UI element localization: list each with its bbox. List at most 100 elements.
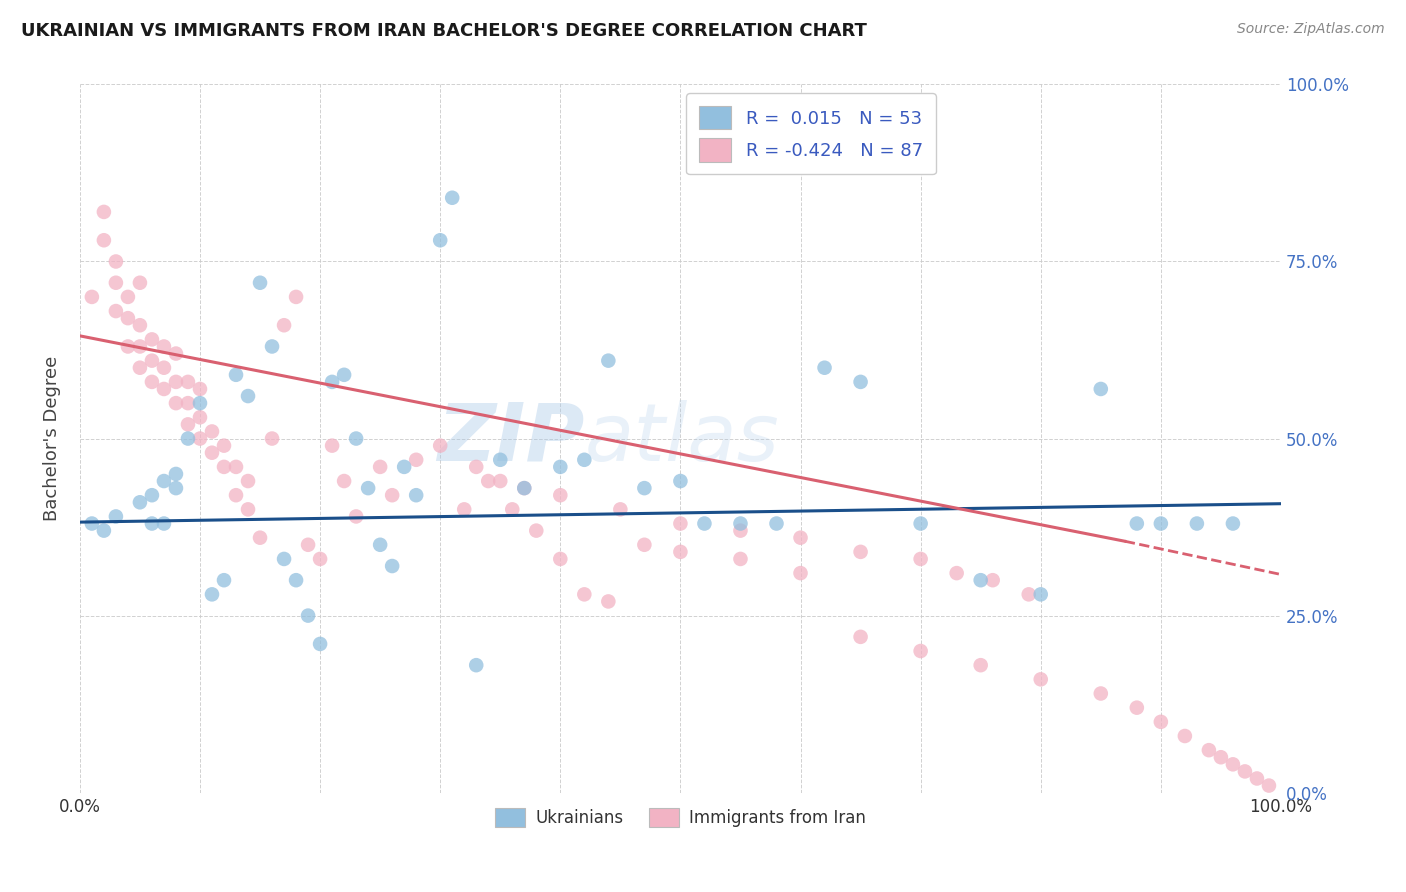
Point (309, 637, 332, 651)
Point (730, 552, 752, 566)
Point (153, 516, 176, 531)
Point (513, 481, 536, 495)
Point (381, 559, 404, 574)
Point (297, 608, 319, 623)
Point (212, 439, 235, 453)
Point (1198, 743, 1220, 757)
Point (1222, 757, 1244, 772)
Point (1209, 750, 1232, 764)
Point (333, 368, 356, 382)
Point (129, 318, 152, 333)
Point (177, 432, 200, 446)
Point (129, 495, 152, 509)
Point (141, 332, 163, 346)
Point (285, 573, 308, 587)
Point (465, 459, 488, 474)
Point (609, 502, 631, 516)
Point (405, 452, 427, 467)
Point (104, 276, 127, 290)
Point (188, 382, 211, 396)
Point (201, 587, 224, 601)
Point (1150, 714, 1173, 729)
Point (1174, 729, 1197, 743)
Point (813, 360, 835, 375)
Point (80, 290, 103, 304)
Point (129, 276, 152, 290)
Point (489, 474, 512, 488)
Point (165, 467, 187, 481)
Point (849, 630, 872, 644)
Point (260, 339, 283, 353)
Point (80, 516, 103, 531)
Point (524, 524, 547, 538)
Point (1258, 779, 1281, 793)
Point (249, 531, 271, 545)
Point (273, 318, 295, 333)
Text: UKRAINIAN VS IMMIGRANTS FROM IRAN BACHELOR'S DEGREE CORRELATION CHART: UKRAINIAN VS IMMIGRANTS FROM IRAN BACHEL… (21, 22, 868, 40)
Point (550, 488, 572, 502)
Point (1222, 516, 1244, 531)
Point (669, 474, 692, 488)
Point (153, 339, 176, 353)
Point (357, 481, 380, 495)
Point (273, 552, 295, 566)
Point (1126, 700, 1149, 714)
Point (598, 353, 620, 368)
Point (765, 516, 787, 531)
Point (225, 368, 247, 382)
Point (117, 290, 139, 304)
Point (236, 474, 259, 488)
Point (910, 644, 932, 658)
Point (477, 474, 499, 488)
Point (441, 191, 464, 205)
Point (321, 439, 343, 453)
Point (730, 524, 752, 538)
Point (381, 488, 404, 502)
Point (789, 566, 811, 580)
Point (165, 346, 187, 360)
Point (368, 459, 391, 474)
Point (849, 545, 872, 559)
Point (212, 573, 235, 587)
Text: ZIP: ZIP (437, 400, 585, 477)
Point (970, 658, 993, 673)
Point (93, 205, 115, 219)
Point (188, 432, 211, 446)
Point (453, 502, 475, 516)
Point (153, 474, 176, 488)
Point (177, 375, 200, 389)
Point (141, 516, 163, 531)
Point (129, 339, 152, 353)
Point (309, 552, 332, 566)
Point (1029, 587, 1052, 601)
Text: Source: ZipAtlas.com: Source: ZipAtlas.com (1237, 22, 1385, 37)
Point (550, 459, 572, 474)
Point (249, 276, 271, 290)
Point (501, 502, 523, 516)
Point (789, 531, 811, 545)
Point (104, 509, 127, 524)
Point (598, 594, 620, 608)
Point (429, 439, 451, 453)
Point (165, 481, 187, 495)
Point (333, 474, 356, 488)
Point (104, 304, 127, 318)
Point (141, 488, 163, 502)
Point (633, 538, 655, 552)
Point (188, 396, 211, 410)
Point (117, 311, 139, 326)
Point (344, 432, 367, 446)
Point (153, 360, 176, 375)
Point (633, 481, 655, 495)
Point (574, 587, 596, 601)
Point (405, 488, 427, 502)
Point (260, 432, 283, 446)
Point (141, 375, 163, 389)
Point (285, 290, 308, 304)
Legend: Ukrainians, Immigrants from Iran: Ukrainians, Immigrants from Iran (489, 801, 872, 834)
Point (1246, 772, 1268, 786)
Point (104, 254, 127, 268)
Point (693, 516, 716, 531)
Point (141, 353, 163, 368)
Point (236, 502, 259, 516)
